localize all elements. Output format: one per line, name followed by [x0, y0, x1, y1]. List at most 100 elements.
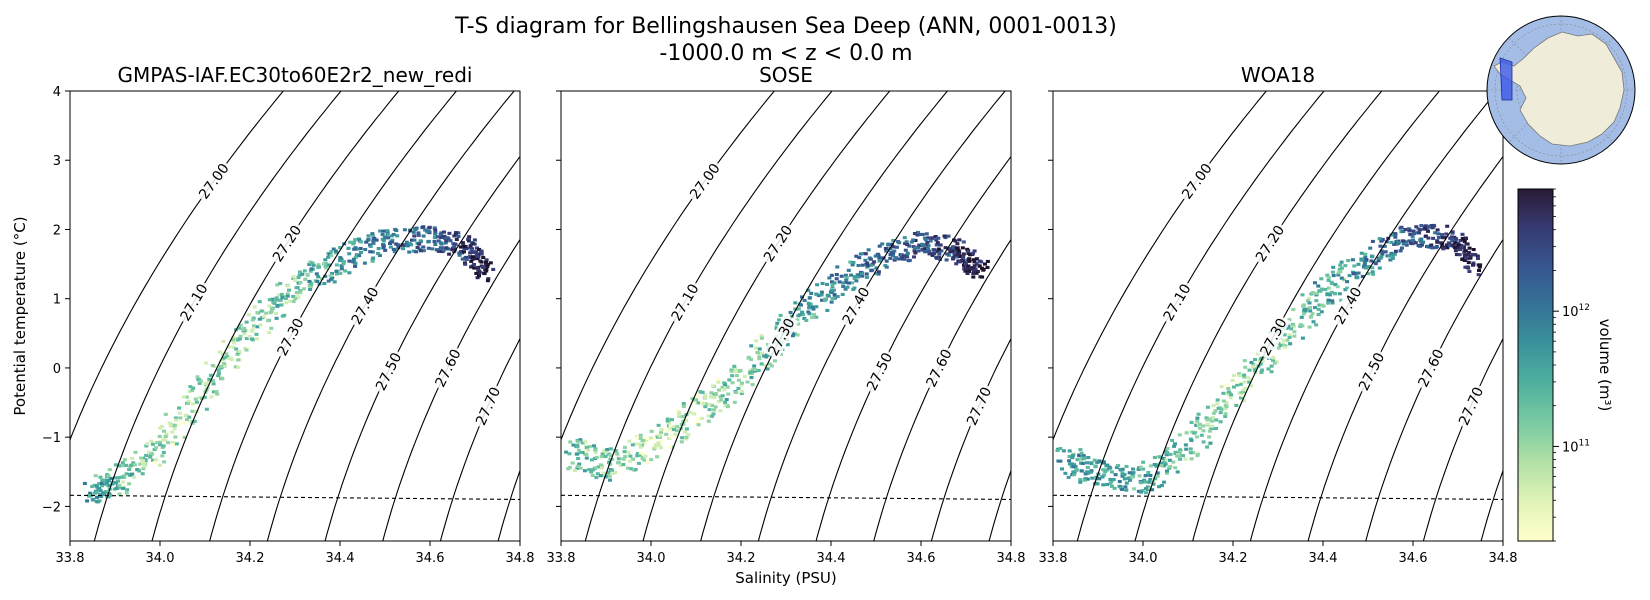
volume-cell: [1359, 251, 1364, 255]
volume-cell: [778, 313, 783, 317]
volume-cell: [1162, 460, 1167, 464]
volume-cell: [1360, 258, 1365, 262]
volume-cell: [307, 262, 312, 266]
volume-cell: [1210, 426, 1214, 430]
volume-cell: [107, 484, 112, 488]
volume-cell: [1330, 299, 1335, 303]
volume-cell: [475, 254, 480, 258]
volume-cell: [1308, 309, 1313, 313]
volume-cell: [209, 395, 214, 399]
volume-cell: [1282, 339, 1287, 343]
volume-cell: [703, 405, 708, 409]
density-contour-label: 27.40: [1332, 285, 1366, 328]
volume-cell: [278, 282, 283, 286]
volume-cell: [484, 267, 489, 271]
volume-cell: [132, 463, 137, 467]
volume-cell: [1086, 471, 1091, 475]
volume-cell: [1101, 483, 1106, 487]
volume-cell: [1253, 357, 1257, 361]
volume-cell: [85, 499, 90, 503]
volume-cell: [864, 272, 869, 276]
volume-cell: [1338, 263, 1343, 267]
contour-label-bg: [962, 382, 996, 430]
volume-cell: [948, 247, 953, 251]
volume-cell: [974, 271, 979, 275]
volume-cell: [1104, 464, 1109, 468]
volume-cell: [1253, 369, 1258, 373]
density-contour-label: 27.00: [196, 161, 233, 203]
volume-cell: [1445, 224, 1450, 228]
volume-cell: [143, 459, 148, 463]
volume-cell: [266, 319, 271, 323]
volume-cell: [707, 408, 712, 412]
volume-cell: [1108, 481, 1113, 485]
volume-cell: [1464, 256, 1469, 260]
volume-cell: [880, 242, 885, 246]
volume-cell: [267, 331, 272, 335]
volume-cell: [633, 468, 638, 472]
volume-cell: [848, 260, 853, 264]
volume-cell: [380, 237, 385, 241]
volume-cell: [810, 305, 815, 309]
volume-cell: [238, 323, 243, 327]
volume-cell: [1226, 387, 1231, 391]
volume-cell: [961, 259, 966, 263]
contour-label-bg: [430, 344, 465, 392]
volume-cell: [765, 367, 770, 371]
volume-cell: [1298, 323, 1303, 327]
volume-cell: [1120, 471, 1125, 475]
volume-cell: [690, 397, 695, 401]
volume-cell: [934, 238, 939, 242]
volume-cell: [463, 262, 468, 266]
volume-cell: [368, 250, 373, 254]
volume-cell: [390, 238, 395, 242]
volume-cell: [806, 288, 811, 292]
volume-cell: [269, 326, 274, 330]
volume-cell: [183, 413, 188, 417]
volume-cell: [323, 258, 328, 262]
volume-cell: [1101, 461, 1106, 465]
volume-cell: [358, 246, 363, 250]
volume-cell: [1242, 399, 1246, 403]
volume-cell: [1243, 386, 1248, 390]
volume-cell: [1370, 270, 1375, 274]
volume-cell: [717, 400, 721, 404]
volume-cell: [1228, 396, 1233, 400]
volume-cell: [907, 258, 912, 262]
contour-label-bg: [921, 344, 956, 392]
volume-cell: [416, 231, 421, 235]
volume-cell: [1444, 232, 1449, 236]
figure-title-line2: -1000.0 m < z < 0.0 m: [659, 41, 912, 66]
volume-cell: [170, 440, 175, 444]
volume-cell: [722, 388, 727, 392]
volume-cell: [242, 326, 247, 330]
volume-cell: [886, 242, 891, 246]
volume-cell: [311, 263, 316, 267]
volume-cell: [835, 265, 840, 269]
volume-cell: [1103, 470, 1108, 474]
volume-cell: [413, 227, 418, 231]
volume-cell: [1389, 233, 1394, 237]
volume-cell: [755, 351, 760, 355]
volume-cell: [278, 298, 283, 302]
volume-cell: [1393, 232, 1398, 236]
volume-cell: [1368, 246, 1373, 250]
volume-cell: [452, 245, 457, 249]
volume-cell: [1165, 450, 1170, 454]
volume-cell: [383, 248, 388, 252]
volume-cell: [844, 277, 849, 281]
volume-cell: [1307, 301, 1312, 305]
volume-cell: [1189, 438, 1194, 442]
volume-cell: [1463, 249, 1468, 253]
volume-cell: [675, 409, 680, 413]
volume-cell: [1210, 416, 1215, 420]
volume-cell: [338, 246, 342, 250]
volume-cell: [916, 230, 920, 234]
volume-cell: [254, 332, 259, 336]
volume-cell: [1371, 272, 1376, 276]
volume-cell: [88, 491, 93, 495]
volume-cell: [1370, 239, 1375, 243]
contour-label-bg: [272, 313, 308, 360]
volume-cell: [651, 437, 656, 441]
volume-cell: [92, 483, 97, 487]
